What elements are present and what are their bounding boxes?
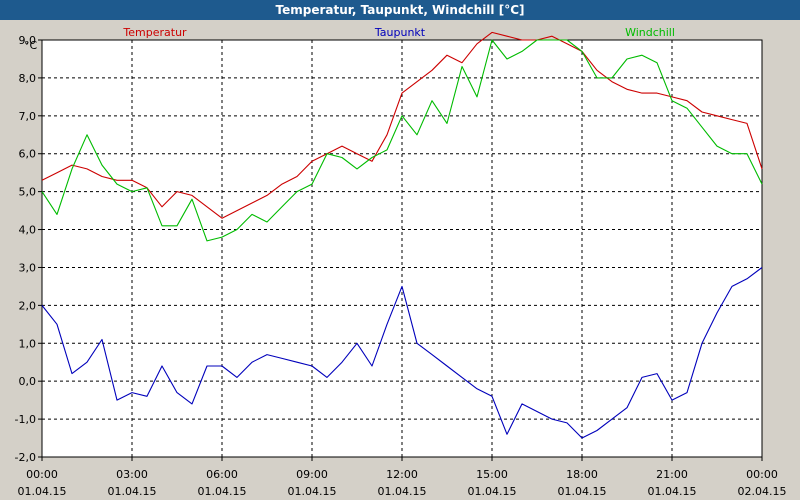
y-tick-label: 0,0 xyxy=(19,375,37,388)
y-tick-label: 4,0 xyxy=(19,224,37,237)
y-tick-label: -1,0 xyxy=(15,413,36,426)
x-tick-date: 01.04.15 xyxy=(198,485,247,498)
x-tick-date: 01.04.15 xyxy=(558,485,607,498)
series-line-temperatur xyxy=(41,31,763,219)
y-tick-label: 3,0 xyxy=(19,261,37,274)
x-tick-time: 00:00 xyxy=(746,468,778,481)
y-tick-label: 9,0 xyxy=(19,34,37,47)
y-tick-label: 6,0 xyxy=(19,148,37,161)
legend-windchill: Windchill xyxy=(625,26,675,39)
x-tick-time: 00:00 xyxy=(26,468,58,481)
legend-temperatur: Temperatur xyxy=(122,26,187,39)
legend-taupunkt: Taupunkt xyxy=(374,26,426,39)
x-tick-time: 03:00 xyxy=(116,468,148,481)
plot-area xyxy=(41,39,763,458)
x-tick-date: 01.04.15 xyxy=(468,485,517,498)
y-axis-unit: °C xyxy=(24,39,38,52)
x-tick-time: 09:00 xyxy=(296,468,328,481)
y-tick-label: 1,0 xyxy=(19,337,37,350)
y-tick-label: 8,0 xyxy=(19,72,37,85)
x-tick-time: 18:00 xyxy=(566,468,598,481)
x-tick-time: 15:00 xyxy=(476,468,508,481)
y-tick-label: 5,0 xyxy=(19,186,37,199)
series-line-taupunkt xyxy=(41,267,763,439)
y-tick-label: -2,0 xyxy=(15,451,36,464)
y-tick-label: 7,0 xyxy=(19,110,37,123)
x-tick-time: 06:00 xyxy=(206,468,238,481)
line-chart: -2,0 -1,0 0,0 1,0 2,0 3,0 4,0 5,0 6,0 7,0 8,0 9,0°C… xyxy=(15,26,787,498)
x-tick-date: 01.04.15 xyxy=(18,485,67,498)
x-tick-date: 01.04.15 xyxy=(108,485,157,498)
x-tick-date: 01.04.15 xyxy=(288,485,337,498)
window-title: Temperatur, Taupunkt, Windchill [°C] xyxy=(0,0,800,20)
x-tick-time: 12:00 xyxy=(386,468,418,481)
y-tick-label: 2,0 xyxy=(19,299,37,312)
x-tick-time: 21:00 xyxy=(656,468,688,481)
x-tick-date: 01.04.15 xyxy=(648,485,697,498)
series-line-windchill xyxy=(41,39,763,242)
x-tick-date: 02.04.15 xyxy=(738,485,787,498)
x-tick-date: 01.04.15 xyxy=(378,485,427,498)
